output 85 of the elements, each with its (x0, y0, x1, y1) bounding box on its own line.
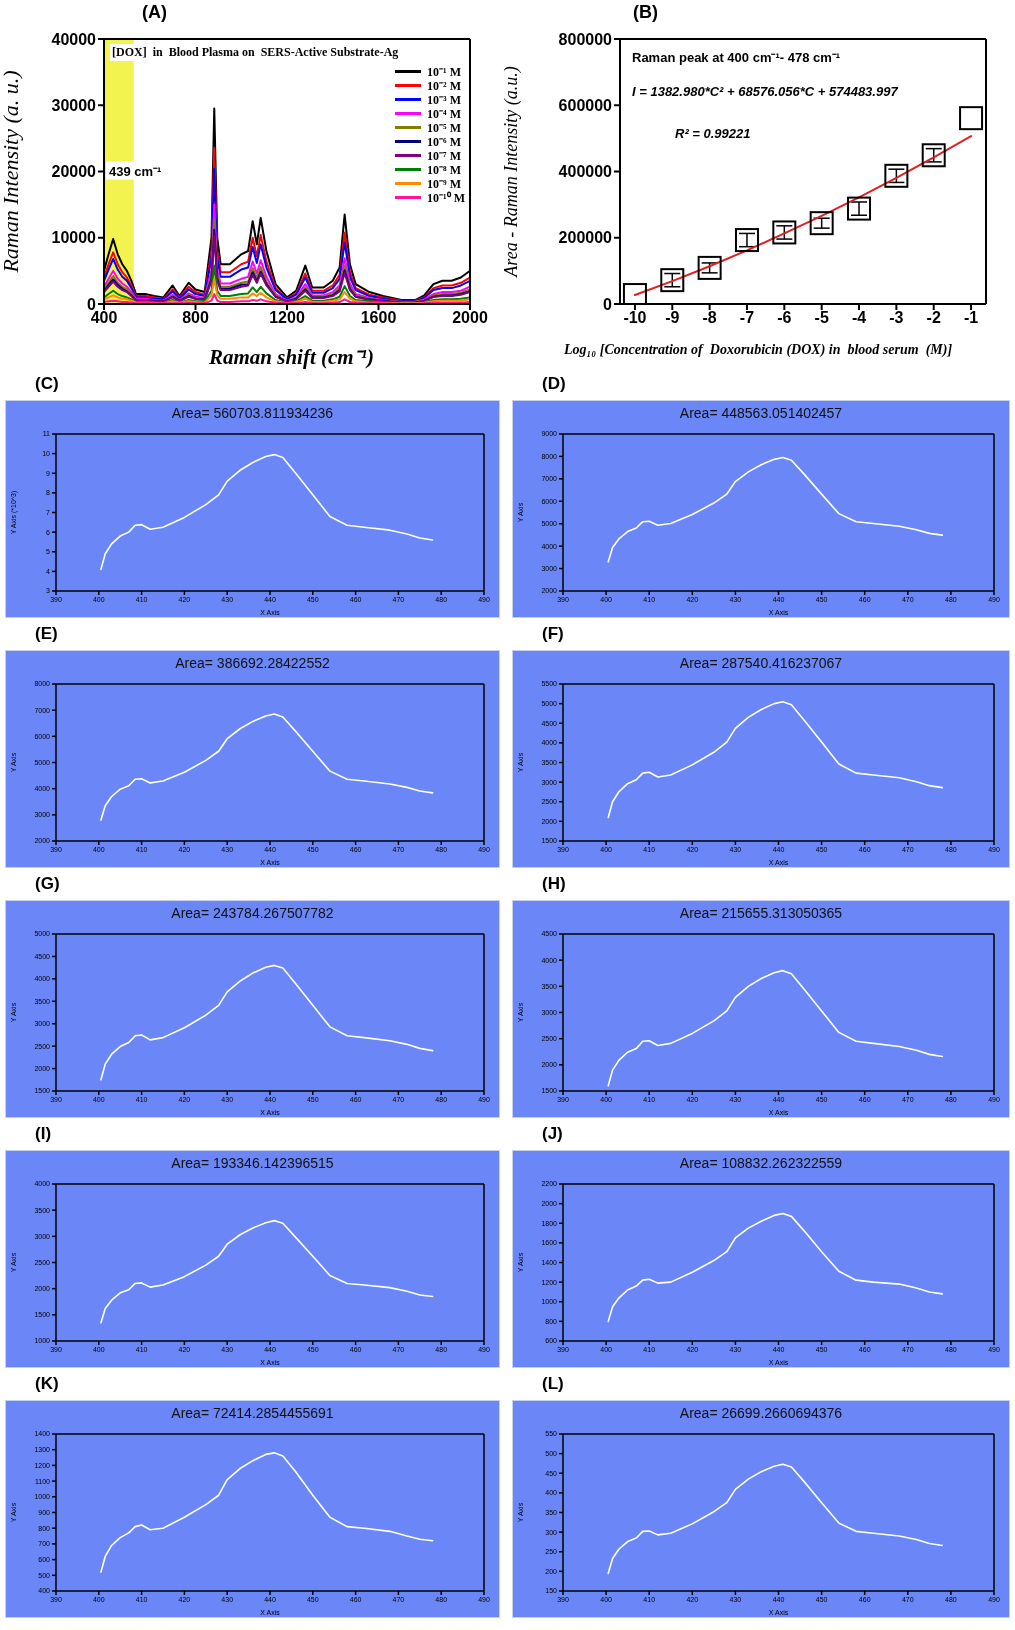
x-tick-label: -3 (889, 309, 904, 327)
legend-label: 10⁻¹ M (427, 63, 461, 80)
y-tick-label: 10000 (51, 229, 97, 247)
text: [DOX] in Blood Plasma on SERS-Active Substrate-Ag (110, 44, 401, 61)
text: (C) (35, 374, 59, 394)
point (622, 283, 647, 304)
point (809, 211, 834, 236)
text: (E) (35, 624, 58, 644)
chart-title: Area= 193346.142396515 (170, 1155, 335, 1173)
text: (K) (35, 1374, 59, 1394)
x-tick-label: 1200 (269, 309, 305, 327)
line-series (607, 456, 944, 563)
chart-title: Area= 560703.811934236 (170, 405, 335, 423)
y-tick-label: 800000 (558, 30, 613, 48)
text: (D) (542, 374, 566, 394)
chart-title: Area= 448563.051402457 (678, 405, 844, 423)
annotation: R² = 0.99221 (675, 126, 751, 141)
chart-title: Area= 108832.262322559 (678, 1155, 844, 1173)
band-label: 439 cm⁻¹ (109, 163, 162, 179)
text: (G) (35, 874, 60, 894)
legend-label: 10⁻⁴ M (427, 105, 461, 122)
point (660, 268, 685, 293)
point (847, 196, 872, 221)
y-tick-label: 0 (603, 295, 613, 313)
text: (H) (542, 874, 566, 894)
x-tick-label: -7 (739, 309, 755, 327)
chart-title: Area= 287540.416237067 (678, 655, 844, 673)
line-series (607, 700, 944, 819)
line-series (100, 453, 434, 571)
point (884, 163, 909, 188)
chart-title: Area= 386692.28422552 (174, 655, 331, 673)
text: (F) (542, 624, 564, 644)
y-axis-title: Area - Raman Intensity (a.u.) (501, 66, 523, 278)
chart-title: Area= 72414.2854455691 (170, 1405, 335, 1423)
annotation: I = 1382.980*C² + 68576.056*C + 574483.997 (632, 84, 898, 99)
y-tick-label: 400000 (558, 163, 613, 181)
line-series (100, 1452, 434, 1573)
x-tick-label: 1600 (360, 309, 397, 327)
x-tick-label: 2000 (452, 309, 488, 327)
legend-label: 10⁻⁵ M (427, 119, 461, 136)
x-tick-label: -4 (851, 309, 867, 327)
annotation: Raman peak at 400 cm⁻¹- 478 cm⁻¹ (632, 49, 841, 66)
legend-label: 10⁻³ M (427, 91, 461, 108)
line-series (100, 1219, 434, 1324)
point (697, 255, 722, 280)
point (921, 143, 946, 168)
x-axis-title: Raman shift (cm⁻¹) (208, 344, 375, 370)
x-tick-label: -6 (777, 309, 792, 327)
chart-title: Area= 243784.267507782 (170, 905, 335, 923)
y-tick-label: 20000 (51, 163, 97, 181)
x-tick-label: -2 (926, 309, 941, 327)
line-series (100, 713, 434, 821)
line-series (607, 969, 944, 1087)
line-series (607, 1463, 944, 1575)
legend-label: 10⁻¹⁰ M (427, 189, 465, 206)
y-tick-label: 200000 (558, 229, 613, 247)
text: (J) (542, 1124, 563, 1144)
y-tick-label: 600000 (558, 96, 613, 114)
x-tick-label: -10 (623, 309, 647, 327)
line-series (607, 1212, 944, 1323)
line-series (100, 964, 434, 1081)
y-axis-title: Raman Intensity (a. u.) (0, 70, 23, 274)
text: (L) (542, 1374, 564, 1394)
chart-title: Area= 26699.2660694376 (678, 1405, 844, 1423)
x-tick-label: -9 (665, 309, 680, 327)
y-tick-label: 40000 (51, 30, 97, 48)
x-tick-label: -1 (963, 309, 979, 327)
text: (A) (142, 2, 167, 23)
legend-label: 10⁻⁹ M (427, 175, 461, 191)
legend-label: 10⁻⁶ M (427, 133, 461, 150)
x-tick-label: 400 (90, 309, 118, 327)
point (734, 228, 759, 253)
y-tick-label: 30000 (51, 96, 97, 114)
x-tick-label: -8 (702, 309, 717, 327)
legend-label: 10⁻² M (427, 77, 461, 94)
text: (B) (633, 2, 658, 23)
chart-title: Area= 215655.313050365 (678, 905, 844, 923)
x-axis-title: Log₁₀ [Concentration of Doxorubicin (DOX) in blood serum (M)] (562, 342, 954, 358)
x-tick-label: -5 (814, 309, 829, 327)
point (959, 106, 984, 131)
legend-label: 10⁻⁸ M (427, 161, 461, 178)
point (772, 220, 797, 245)
x-tick-label: 800 (182, 309, 209, 327)
text: (I) (35, 1124, 52, 1144)
legend-label: 10⁻⁷ M (427, 147, 461, 164)
